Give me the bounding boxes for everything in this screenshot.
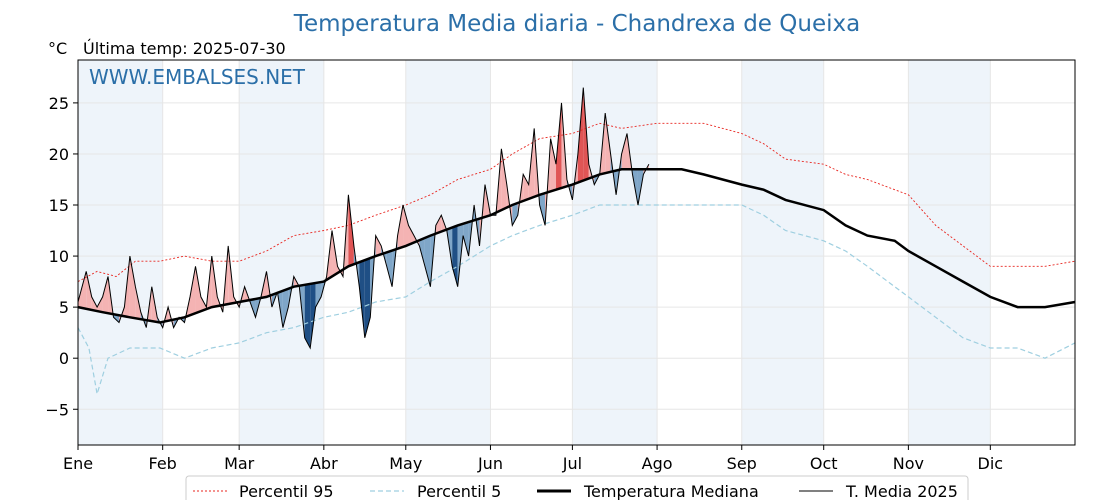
y-tick-label: 5	[59, 298, 69, 317]
cold-anomaly-fill	[512, 202, 518, 226]
cold-anomaly-fill	[424, 235, 431, 287]
x-tick-label: May	[389, 454, 422, 473]
cold-anomaly-fill	[386, 250, 393, 287]
warm-anomaly-fill	[91, 296, 98, 312]
series-lines	[77, 87, 1076, 395]
warm-anomaly-fill	[195, 266, 201, 314]
warm-anomaly-fill	[375, 235, 382, 257]
x-tick-label: Jul	[562, 454, 582, 473]
cold-anomaly-fill	[304, 283, 311, 348]
cold-anomaly-fill	[310, 282, 316, 348]
warm-anomaly-fill	[403, 205, 409, 247]
y-tick-label: 10	[49, 247, 69, 266]
legend: Percentil 95 Percentil 5 Temperatura Med…	[185, 475, 969, 500]
legend-label-p95: Percentil 95	[239, 482, 334, 500]
warm-anomaly-fill	[435, 215, 442, 234]
warm-anomaly-fill	[86, 271, 92, 310]
warm-anomaly-fill	[621, 133, 628, 170]
warm-anomaly-fill	[408, 225, 414, 245]
warm-anomaly-fill	[605, 113, 611, 174]
month-band	[239, 60, 324, 445]
warm-anomaly-fill	[577, 87, 584, 183]
cold-anomaly-fill	[282, 288, 289, 328]
cold-anomaly-fill	[315, 282, 322, 308]
series-median-line	[77, 168, 1076, 324]
unit-label: °C	[48, 39, 67, 58]
x-tick-label: Ene	[63, 454, 93, 473]
legend-box	[185, 475, 969, 500]
y-tick-label: 25	[49, 94, 69, 113]
cold-anomaly-fill	[539, 193, 546, 226]
x-tick-label: Abr	[310, 454, 338, 473]
cold-anomaly-fill	[452, 225, 458, 287]
warm-anomaly-fill	[501, 148, 507, 211]
x-tick-label: Mar	[224, 454, 255, 473]
legend-label-current: T. Media 2025	[845, 482, 958, 500]
series-p95-line	[77, 122, 1076, 282]
warm-anomaly-fill	[556, 102, 562, 190]
month-band	[405, 60, 491, 445]
warm-anomaly-fill	[348, 194, 354, 267]
x-tick-label: Jun	[477, 454, 503, 473]
warm-anomaly-fill	[129, 256, 136, 319]
watermark: WWW.EMBALSES.NET	[89, 65, 306, 89]
warm-anomaly-fill	[523, 174, 529, 201]
plot-frame	[77, 59, 1076, 446]
y-tick-label: −5	[45, 400, 69, 419]
month-band	[908, 60, 991, 445]
warm-anomaly-fill	[102, 276, 109, 314]
series-current-line	[77, 87, 650, 350]
cold-anomaly-fill	[419, 237, 425, 267]
legend-label-p5: Percentil 5	[417, 482, 501, 500]
grid-lines	[77, 60, 1075, 445]
y-tick-label: 20	[49, 145, 69, 164]
y-tick-label: 0	[59, 349, 69, 368]
series-p5-line	[77, 204, 1076, 395]
x-tick-label: Feb	[149, 454, 177, 473]
plot-background	[78, 60, 991, 445]
legend-label-median: Temperatura Mediana	[583, 482, 759, 500]
cold-anomaly-fill	[463, 222, 469, 257]
month-band	[78, 60, 163, 445]
warm-anomaly-fill	[550, 138, 557, 192]
warm-anomaly-fill	[588, 164, 595, 185]
month-band	[741, 60, 824, 445]
last-temp-label: Última temp: 2025-07-30	[83, 39, 286, 58]
chart-title: Temperatura Media diaria - Chandrexa de …	[293, 11, 860, 37]
x-tick-label: Dic	[978, 454, 1004, 473]
x-axis: Ene Feb Mar Abr May Jun Jul Ago Sep Oct Nov Dic	[63, 445, 1003, 473]
cold-anomaly-fill	[364, 258, 371, 338]
cold-anomaly-fill	[113, 314, 119, 323]
warm-anomaly-fill	[397, 205, 404, 249]
warm-anomaly-fill	[189, 266, 196, 316]
x-tick-label: Ago	[642, 454, 673, 473]
cold-anomaly-fill	[359, 260, 365, 338]
warm-anomaly-fill	[97, 296, 103, 313]
x-tick-label: Nov	[893, 454, 924, 473]
x-tick-label: Sep	[727, 454, 757, 473]
y-axis: −5 0 5 10 15 20 25	[45, 94, 78, 419]
x-tick-label: Oct	[810, 454, 838, 473]
month-band	[572, 60, 658, 445]
y-tick-label: 15	[49, 196, 69, 215]
